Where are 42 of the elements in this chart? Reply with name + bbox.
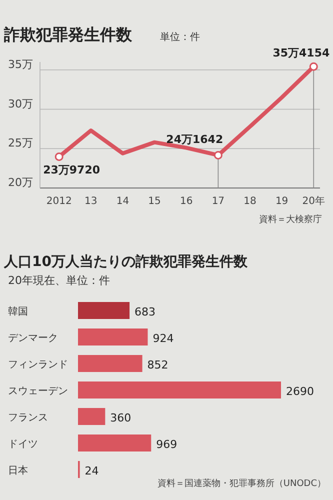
x-tick-label: 14 [116,196,130,207]
x-tick-label: 20年 [302,195,326,207]
data-label: 24 [84,464,99,478]
text: 資料＝大検察庁 [259,214,322,225]
data-label: 924 [152,332,174,345]
x-tick-label: 19 [275,196,288,207]
data-label: 360 [110,412,132,424]
y-tick-label: 25万 [8,136,33,150]
y-tick-label: ドイツ [8,439,38,450]
x-tick-label: 2012 [46,196,72,207]
data-label: 683 [134,306,156,318]
bar [78,434,152,452]
y-tick-label: 韓国 [8,306,28,318]
data-label: 2690 [286,385,314,398]
chart-title: 人口10万人当たりの詐欺犯罪発生件数 [3,253,248,270]
x-tick-label: 18 [244,196,256,207]
bar [78,408,106,425]
annotation: 35万4154 [272,46,330,60]
data-label: 852 [147,358,168,372]
data-label: 969 [156,438,178,451]
chart-subtitle: 単位：件 [160,31,200,43]
y-tick-label: フィンランド [8,360,68,370]
annotation: 23万9720 [43,164,100,177]
bar [78,382,281,398]
x-tick-label: 15 [148,196,161,207]
y-tick-label: 30万 [8,97,33,110]
x-tick-label: 13 [84,196,98,207]
chart-subtitle: 20年現在、単位：件 [8,274,110,287]
bar [78,355,142,372]
y-tick-label: 日本 [8,464,28,476]
y-tick-label: スウェーデン [8,386,68,397]
bar [78,328,148,346]
annotation: 24万1642 [166,133,224,146]
chart-title: 詐欺犯罪発生件数 [3,25,133,44]
bar [78,302,130,319]
y-tick-label: 20万 [8,176,33,189]
x-tick-label: 17 [212,196,225,207]
x-tick-label: 16 [180,196,193,207]
y-tick-label: 35万 [8,58,33,71]
y-tick-label: フランス [8,412,48,424]
y-tick-label: デンマーク [8,333,58,344]
annotation: 資料＝国連薬物・犯罪事務所（UNODC） [157,478,326,489]
